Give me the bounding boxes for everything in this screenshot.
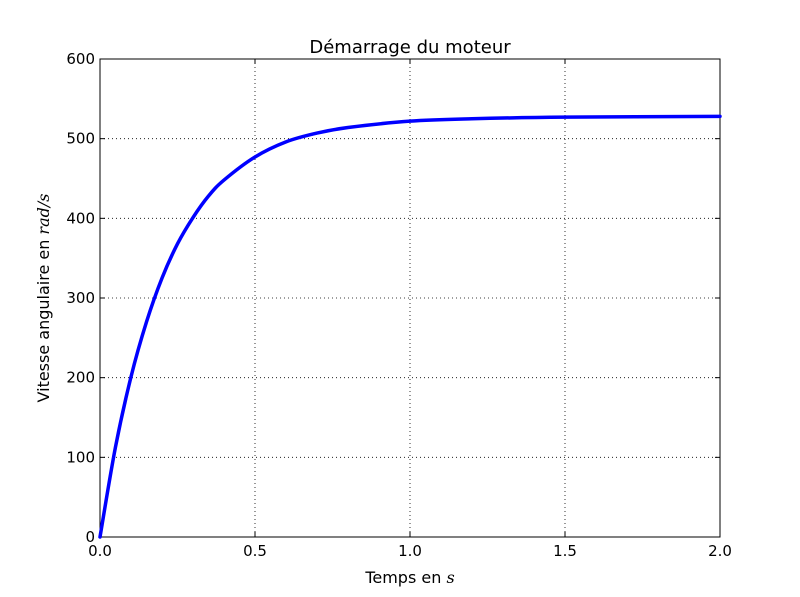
y-axis-label: Vitesse angulaire en rad/s (34, 194, 53, 403)
x-tick-label: 1.0 (398, 542, 422, 560)
chart-title: Démarrage du moteur (309, 37, 511, 58)
y-axis-label-math: rad/s (34, 194, 53, 235)
x-axis-label-text: Temps en (364, 568, 446, 587)
x-axis-label: Temps en s (364, 568, 454, 587)
x-tick-label: 2.0 (708, 542, 732, 560)
y-tick-label: 200 (66, 369, 95, 387)
y-tick-labels: 0 100 200 300 400 500 600 (66, 50, 95, 546)
y-tick-label: 0 (85, 528, 95, 546)
y-tick-label: 500 (66, 130, 95, 148)
x-tick-label: 1.5 (553, 542, 577, 560)
grid (99, 58, 721, 538)
y-tick-label: 400 (66, 209, 95, 227)
y-tick-label: 100 (66, 448, 95, 466)
x-tick-label: 0.5 (243, 542, 267, 560)
x-axis-label-math: s (446, 568, 454, 587)
y-tick-label: 600 (66, 50, 95, 68)
y-axis-label-text: Vitesse angulaire en (34, 235, 53, 403)
x-tick-labels: 0.0 0.5 1.0 1.5 2.0 (88, 542, 732, 560)
series-line (98, 114, 722, 539)
x-tick-label: 0.0 (88, 542, 112, 560)
y-tick-label: 300 (66, 289, 95, 307)
